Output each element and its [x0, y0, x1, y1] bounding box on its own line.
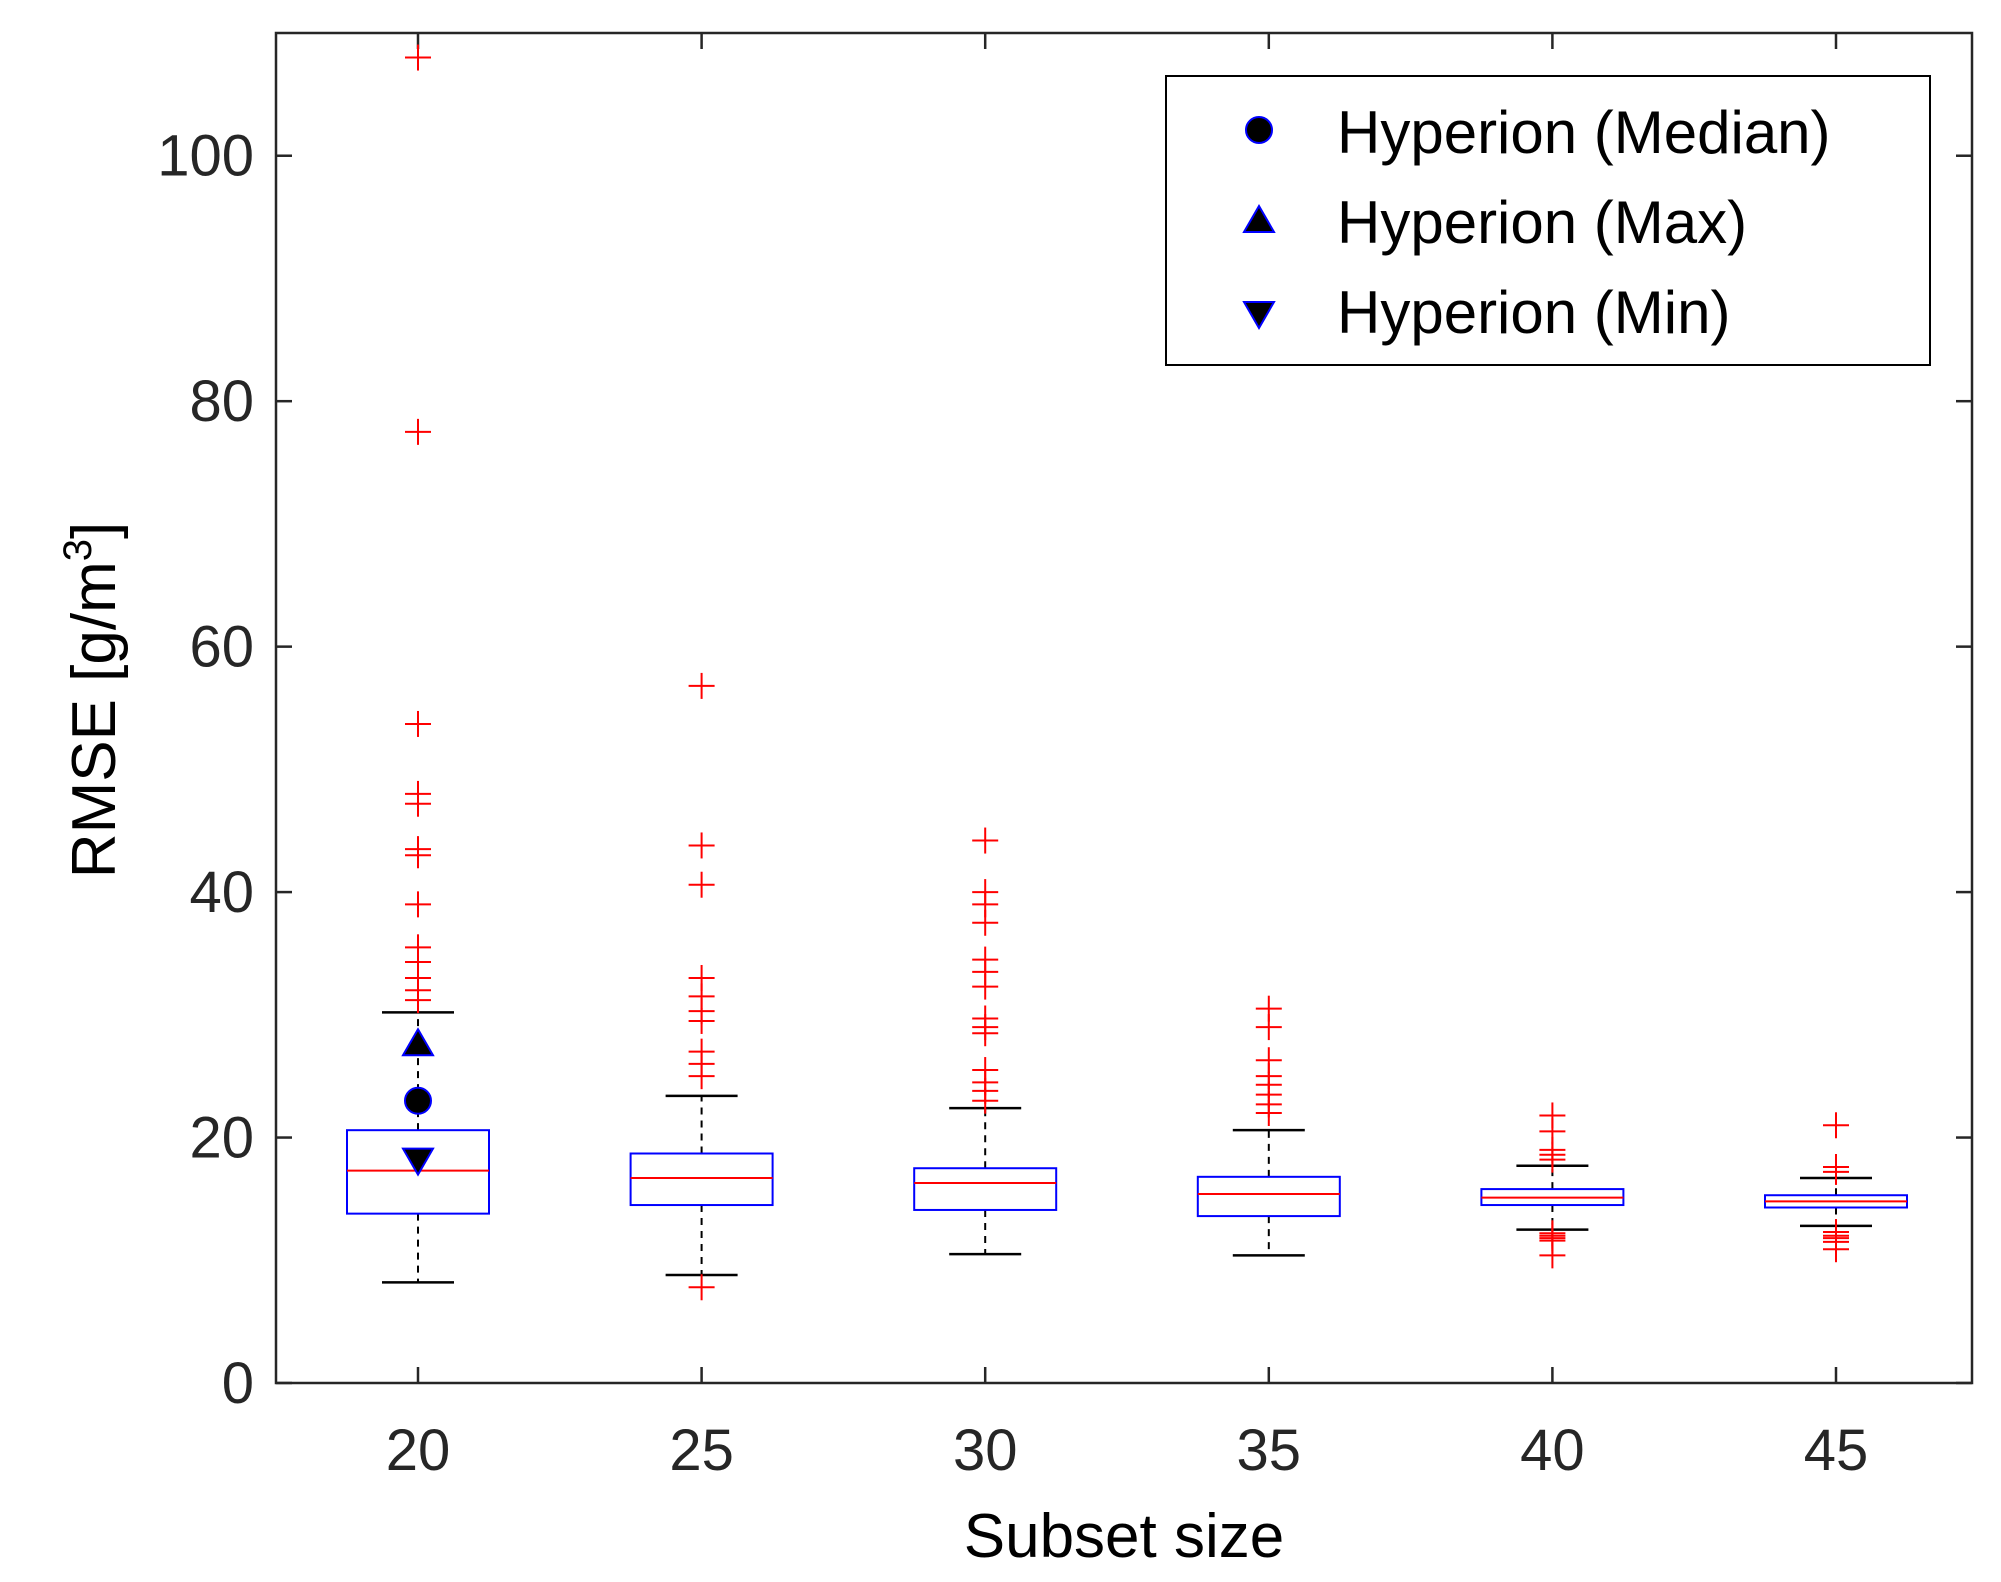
- legend-max-marker: [1242, 203, 1276, 233]
- x-tick-label: 25: [669, 1418, 734, 1483]
- x-axis-title: Subset size: [964, 1502, 1285, 1571]
- legend-box: [1165, 75, 1931, 366]
- outlier-point: [688, 871, 715, 898]
- outlier-point: [405, 891, 431, 918]
- y-tick-label: 0: [222, 1351, 254, 1416]
- box-series: [346, 1011, 1908, 1284]
- outlier-point: [972, 879, 999, 906]
- x-tick-label: 30: [953, 1418, 1018, 1483]
- outlier-point: [405, 710, 431, 737]
- legend-median-label: Hyperion (Median): [1337, 99, 1831, 166]
- outlier-point: [688, 1038, 715, 1065]
- x-tick-label: 20: [386, 1418, 451, 1483]
- outlier-point: [405, 934, 431, 961]
- hyperion-markers: [401, 1027, 435, 1177]
- outlier-point: [1255, 995, 1282, 1022]
- legend-min-marker: [1242, 301, 1276, 331]
- outlier-point: [688, 672, 715, 699]
- y-tick-label: 20: [189, 1106, 254, 1171]
- outlier-series: [405, 44, 1849, 1301]
- outlier-point: [1823, 1154, 1849, 1180]
- x-tick-label: 45: [1804, 1418, 1869, 1483]
- hyperion-median-marker: [404, 1086, 432, 1115]
- axis-ticks: [276, 33, 1972, 1385]
- y-tick-label: 100: [157, 124, 254, 189]
- x-tick-label: 35: [1237, 1418, 1302, 1483]
- legend: Hyperion (Median) Hyperion (Max) Hyperio…: [1165, 75, 1931, 366]
- outlier-point: [972, 827, 999, 854]
- y-tick-labels: 0 20 40 60 80 100: [157, 124, 254, 1416]
- y-axis-title-superscript: 3: [56, 539, 100, 561]
- outlier-point: [688, 832, 715, 859]
- y-axis-title-close: ]: [60, 522, 129, 539]
- y-tick-label: 60: [189, 615, 254, 680]
- outlier-point: [972, 946, 999, 973]
- box-iqr: [913, 1167, 1058, 1211]
- y-axis-title-main: RMSE [g/m: [60, 561, 129, 878]
- hyperion-min-marker: [401, 1147, 435, 1177]
- box-iqr: [346, 1129, 490, 1215]
- outlier-point: [972, 1005, 999, 1032]
- outlier-point: [405, 780, 431, 807]
- x-tick-label: 40: [1520, 1418, 1585, 1483]
- box-iqr: [1196, 1175, 1341, 1218]
- outlier-point: [1823, 1112, 1849, 1139]
- y-axis-title: RMSE [g/m3]: [56, 522, 129, 878]
- legend-median-marker: [1245, 116, 1273, 144]
- outlier-point: [405, 418, 431, 445]
- outlier-point: [688, 965, 715, 991]
- outlier-point: [1539, 1102, 1566, 1129]
- box-iqr: [629, 1152, 774, 1207]
- outlier-point: [405, 44, 431, 71]
- outlier-point: [1539, 1220, 1566, 1247]
- outlier-point: [405, 836, 431, 863]
- x-tick-labels: 20 25 30 35 40 45: [386, 1418, 1869, 1483]
- outlier-point: [1255, 1047, 1282, 1074]
- outlier-point: [688, 1274, 715, 1301]
- y-tick-label: 40: [189, 860, 254, 925]
- hyperion-max-marker: [401, 1027, 435, 1057]
- legend-min-label: Hyperion (Min): [1337, 279, 1730, 346]
- outlier-point: [1823, 1219, 1849, 1246]
- outlier-point: [972, 1057, 999, 1084]
- y-tick-label: 80: [189, 369, 254, 434]
- legend-max-label: Hyperion (Max): [1337, 189, 1747, 256]
